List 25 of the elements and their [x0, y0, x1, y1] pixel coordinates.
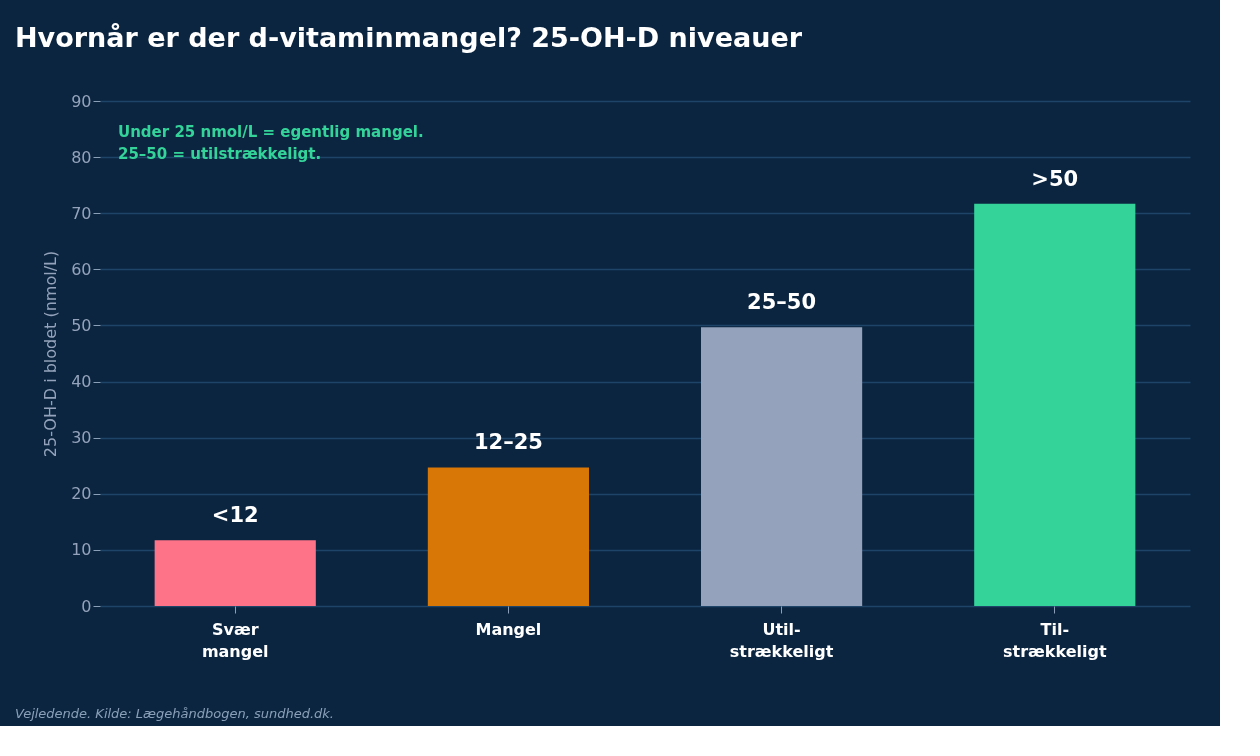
- annotation: Under 25 nmol/L = egentlig mangel. 25–50 = utilstrækkeligt.: [118, 123, 424, 163]
- y-tick-label: 20: [71, 484, 92, 504]
- bar: [154, 540, 316, 606]
- y-axis-title: 25-OH-D i blodet (nmol/L): [41, 250, 61, 458]
- y-tick-label: 60: [71, 259, 92, 279]
- x-tick-label: Util- strækkeligt: [729, 619, 834, 661]
- x-tick-label: Til- strækkeligt: [1002, 619, 1107, 661]
- text: Vejledende. Kilde: Lægehåndbogen, sundhed.dk.: [15, 706, 334, 721]
- bar: [427, 467, 589, 606]
- bar: [974, 203, 1136, 606]
- data-label: 12–25: [473, 430, 543, 455]
- data-label: 25–50: [747, 290, 817, 315]
- data-label: >50: [1031, 166, 1079, 191]
- y-tick-label: 0: [81, 596, 92, 616]
- y-tick-label: 30: [71, 428, 92, 448]
- y-tick-label: 50: [71, 315, 92, 335]
- data-label: <12: [211, 503, 259, 528]
- chart-title: Hvornår er der d-vitaminmangel? 25-OH-D niveauer: [15, 22, 803, 53]
- y-tick-label: 90: [71, 91, 92, 111]
- y-tick-label: 70: [71, 203, 92, 223]
- x-tick-label: Svær mangel: [201, 619, 269, 661]
- x-tick-label: Mangel: [475, 619, 542, 639]
- y-tick-label: 10: [71, 540, 92, 560]
- y-tick-label: 40: [71, 372, 92, 392]
- y-tick-label: 80: [71, 147, 92, 167]
